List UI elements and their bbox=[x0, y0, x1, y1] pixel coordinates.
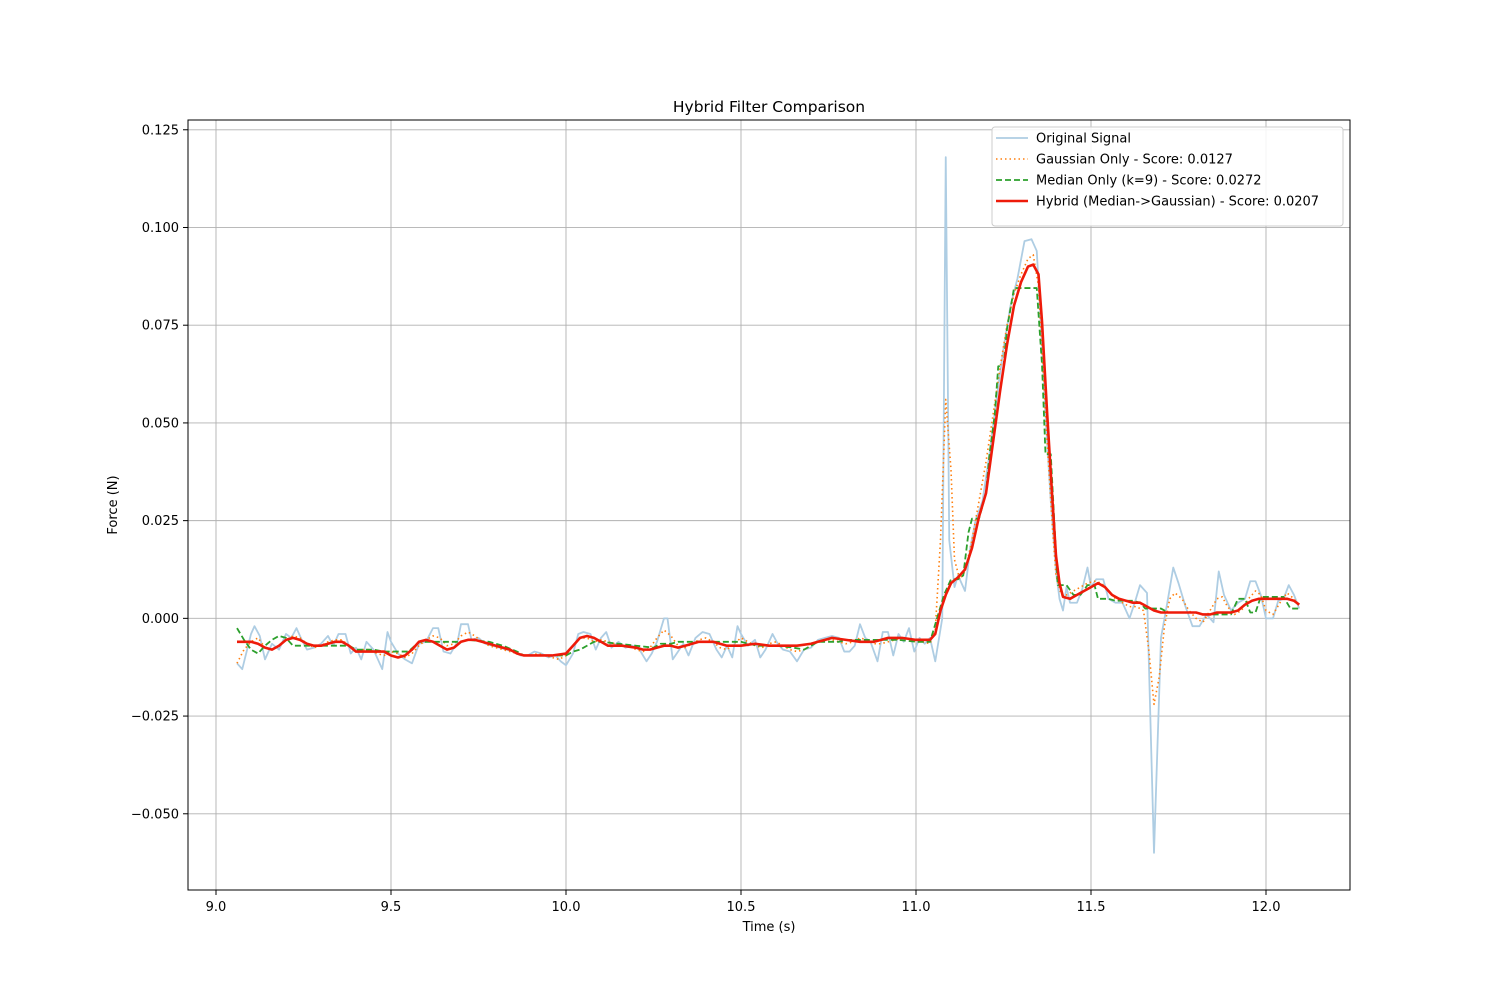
x-tick-label: 9.5 bbox=[381, 900, 402, 915]
y-tick-label: −0.050 bbox=[131, 807, 179, 822]
y-tick-label: 0.025 bbox=[142, 514, 179, 529]
y-tick-label: 0.075 bbox=[142, 319, 179, 334]
y-tick-label: 0.125 bbox=[142, 123, 179, 138]
legend-label-1: Original Signal bbox=[1036, 132, 1131, 147]
x-tick-label: 11.5 bbox=[1077, 900, 1106, 915]
legend-box bbox=[991, 126, 1344, 227]
legend-label-4: Hybrid (Median->Gaussian) - Score: 0.020… bbox=[1036, 195, 1319, 210]
x-tick-label: 11.0 bbox=[902, 900, 931, 915]
x-tick-label: 9.0 bbox=[206, 900, 227, 915]
chart-title: Hybrid Filter Comparison bbox=[673, 98, 865, 116]
legend-label-2: Gaussian Only - Score: 0.0127 bbox=[1036, 153, 1233, 168]
y-tick-label: 0.050 bbox=[142, 416, 179, 431]
y-axis-label: Force (N) bbox=[106, 475, 121, 534]
y-tick-label: 0.100 bbox=[142, 221, 179, 236]
x-tick-label: 10.5 bbox=[727, 900, 756, 915]
x-tick-label: 10.0 bbox=[552, 900, 581, 915]
plot-series bbox=[236, 156, 1301, 854]
grid bbox=[188, 120, 1350, 890]
x-axis-label: Time (s) bbox=[742, 920, 796, 935]
legend: Original Signal Gaussian Only - Score: 0.… bbox=[991, 126, 1344, 227]
axis-ticks: 9.0 9.5 10.0 10.5 11.0 11.5 12.0 −0.050 −0.025 0.… bbox=[131, 123, 1281, 915]
plot-frame bbox=[187, 119, 1351, 891]
series-line-2 bbox=[236, 254, 1300, 706]
y-tick-label: 0.000 bbox=[142, 612, 179, 627]
x-tick-label: 12.0 bbox=[1252, 900, 1281, 915]
y-tick-label: −0.025 bbox=[131, 710, 179, 725]
legend-label-3: Median Only (k=9) - Score: 0.0272 bbox=[1036, 174, 1262, 189]
series-line-4 bbox=[237, 263, 1301, 659]
